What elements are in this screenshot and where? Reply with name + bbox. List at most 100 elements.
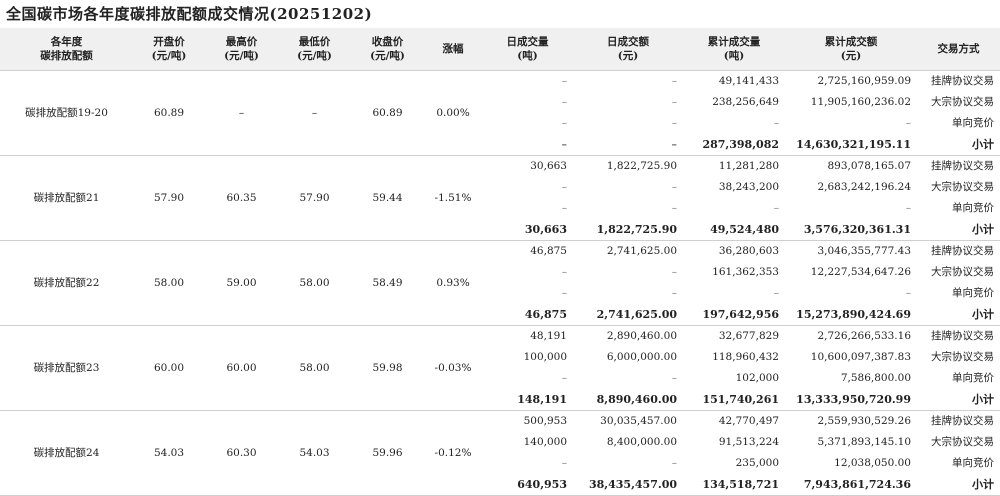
- trade-method-cell: 挂牌协议交易: [931, 160, 994, 172]
- cum-amount-cell: –: [905, 117, 911, 129]
- close-price-cell: 59.98: [351, 325, 424, 411]
- day-volume-cell: 46,875: [482, 304, 573, 326]
- cum-volume-cell: –: [773, 287, 779, 299]
- day-volume-cell: –: [561, 117, 567, 129]
- cum-volume-cell: 118,960,432: [712, 351, 779, 363]
- low-price-cell: –: [278, 70, 351, 156]
- table-row: – – 238,256,649 11,905,160,236.02 大宗协议交易: [0, 92, 1000, 113]
- day-amount-cell: –: [671, 457, 677, 469]
- day-amount-cell: –: [671, 75, 677, 87]
- day-amount-cell: –: [573, 134, 683, 156]
- day-amount-cell: 1,822,725.90: [606, 160, 677, 172]
- table-row: – – 235,000 12,038,050.00 单向竞价: [0, 453, 1000, 474]
- change-cell: -0.03%: [424, 325, 482, 411]
- trade-method-cell: 小计: [917, 304, 1000, 326]
- day-volume-cell: –: [561, 266, 567, 278]
- cum-amount-cell: 7,586,800.00: [840, 372, 911, 384]
- close-price-cell: 59.44: [351, 155, 424, 241]
- table-row: 碳排放配额21 57.90 60.35 57.90 59.44 -1.51% 30,663 1…: [0, 155, 1000, 241]
- vintage-cell: 碳排放配额22: [0, 240, 133, 326]
- day-amount-cell: –: [671, 96, 677, 108]
- table-row: 140,000 8,400,000.00 91,513,224 5,371,893,1…: [0, 432, 1000, 453]
- cum-amount-cell: 893,078,165.07: [827, 160, 912, 172]
- cum-volume-cell: 49,524,480: [683, 219, 785, 241]
- vintage-cell: 碳排放配额24: [0, 410, 133, 496]
- day-volume-cell: 30,663: [530, 160, 567, 172]
- day-volume-cell: –: [561, 202, 567, 214]
- trade-method-cell: 单向竞价: [952, 117, 994, 129]
- cum-amount-cell: 10,600,097,387.83: [810, 351, 911, 363]
- high-price-cell: 59.00: [205, 240, 278, 326]
- vintage-cell: 碳排放配额19-20: [0, 70, 133, 156]
- day-volume-cell: –: [482, 134, 573, 156]
- high-price-cell: 60.35: [205, 155, 278, 241]
- table-row: – – – – 单向竞价: [0, 198, 1000, 219]
- cum-amount-cell: 13,333,950,720.99: [785, 389, 917, 411]
- header-high: 最高价 (元/吨): [205, 28, 278, 71]
- trade-method-cell: 小计: [917, 389, 1000, 411]
- cum-volume-cell: 197,642,956: [683, 304, 785, 326]
- header-close: 收盘价 (元/吨): [351, 28, 424, 71]
- trade-method-cell: 小计: [917, 134, 1000, 156]
- cum-amount-cell: 5,371,893,145.10: [817, 436, 911, 448]
- cum-amount-cell: 14,630,321,195.11: [785, 134, 917, 156]
- trade-method-cell: 单向竞价: [952, 202, 994, 214]
- cum-volume-cell: 91,513,224: [718, 436, 779, 448]
- day-volume-cell: –: [561, 457, 567, 469]
- trade-method-cell: 大宗协议交易: [931, 181, 994, 193]
- cum-amount-cell: –: [905, 202, 911, 214]
- table-row: – – 38,243,200 2,683,242,196.24 大宗协议交易: [0, 177, 1000, 198]
- cum-amount-cell: 15,273,890,424.69: [785, 304, 917, 326]
- day-volume-cell: 46,875: [530, 245, 567, 257]
- day-volume-cell: 30,663: [482, 219, 573, 241]
- close-price-cell: 59.96: [351, 410, 424, 496]
- cum-amount-cell: –: [905, 287, 911, 299]
- subtotal-row: 640,953 38,435,457.00 134,518,721 7,943,861…: [0, 474, 1000, 496]
- high-price-cell: 60.00: [205, 325, 278, 411]
- trade-method-cell: 单向竞价: [952, 372, 994, 384]
- change-cell: 0.00%: [424, 70, 482, 156]
- cum-volume-cell: –: [773, 202, 779, 214]
- cum-amount-cell: 3,576,320,361.31: [785, 219, 917, 241]
- cum-amount-cell: 2,559,930,529.26: [817, 415, 911, 427]
- day-amount-cell: 8,400,000.00: [606, 436, 677, 448]
- cum-volume-cell: 102,000: [735, 372, 779, 384]
- day-volume-cell: 100,000: [523, 351, 567, 363]
- cum-amount-cell: 12,038,050.00: [834, 457, 911, 469]
- cum-volume-cell: 32,677,829: [718, 330, 779, 342]
- trade-method-cell: 单向竞价: [952, 457, 994, 469]
- trade-method-cell: 挂牌协议交易: [931, 75, 994, 87]
- cum-amount-cell: 2,726,266,533.16: [817, 330, 911, 342]
- header-day-amount: 日成交额 (元): [573, 28, 683, 71]
- cum-amount-cell: 7,943,861,724.36: [785, 474, 917, 496]
- subtotal-row: 148,191 8,890,460.00 151,740,261 13,333,950…: [0, 389, 1000, 411]
- day-amount-cell: –: [671, 181, 677, 193]
- open-price-cell: 60.00: [133, 325, 205, 411]
- change-cell: -1.51%: [424, 155, 482, 241]
- header-change: 涨幅: [424, 28, 482, 71]
- cum-amount-cell: 2,725,160,959.09: [817, 75, 911, 87]
- day-volume-cell: –: [561, 372, 567, 384]
- cum-amount-cell: 3,046,355,777.43: [817, 245, 911, 257]
- trade-method-cell: 单向竞价: [952, 287, 994, 299]
- cum-volume-cell: 42,770,497: [718, 415, 779, 427]
- trade-method-cell: 大宗协议交易: [931, 436, 994, 448]
- day-volume-cell: 640,953: [482, 474, 573, 496]
- table-row: – – 161,362,353 12,227,534,647.26 大宗协议交易: [0, 262, 1000, 283]
- low-price-cell: 58.00: [278, 325, 351, 411]
- day-volume-cell: –: [561, 181, 567, 193]
- day-amount-cell: 30,035,457.00: [600, 415, 677, 427]
- day-volume-cell: –: [561, 75, 567, 87]
- header-day-volume: 日成交量 (吨): [482, 28, 573, 71]
- subtotal-row: 30,663 1,822,725.90 49,524,480 3,576,320,36…: [0, 219, 1000, 241]
- cum-volume-cell: 134,518,721: [683, 474, 785, 496]
- day-amount-cell: 1,822,725.90: [573, 219, 683, 241]
- subtotal-row: 46,875 2,741,625.00 197,642,956 15,273,890,…: [0, 304, 1000, 326]
- cum-amount-cell: 11,905,160,236.02: [810, 96, 911, 108]
- header-low: 最低价 (元/吨): [278, 28, 351, 71]
- trade-method-cell: 大宗协议交易: [931, 266, 994, 278]
- header-cum-volume: 累计成交量 (吨): [683, 28, 785, 71]
- cum-volume-cell: 161,362,353: [712, 266, 779, 278]
- cum-volume-cell: 49,141,433: [718, 75, 779, 87]
- day-volume-cell: 48,191: [530, 330, 567, 342]
